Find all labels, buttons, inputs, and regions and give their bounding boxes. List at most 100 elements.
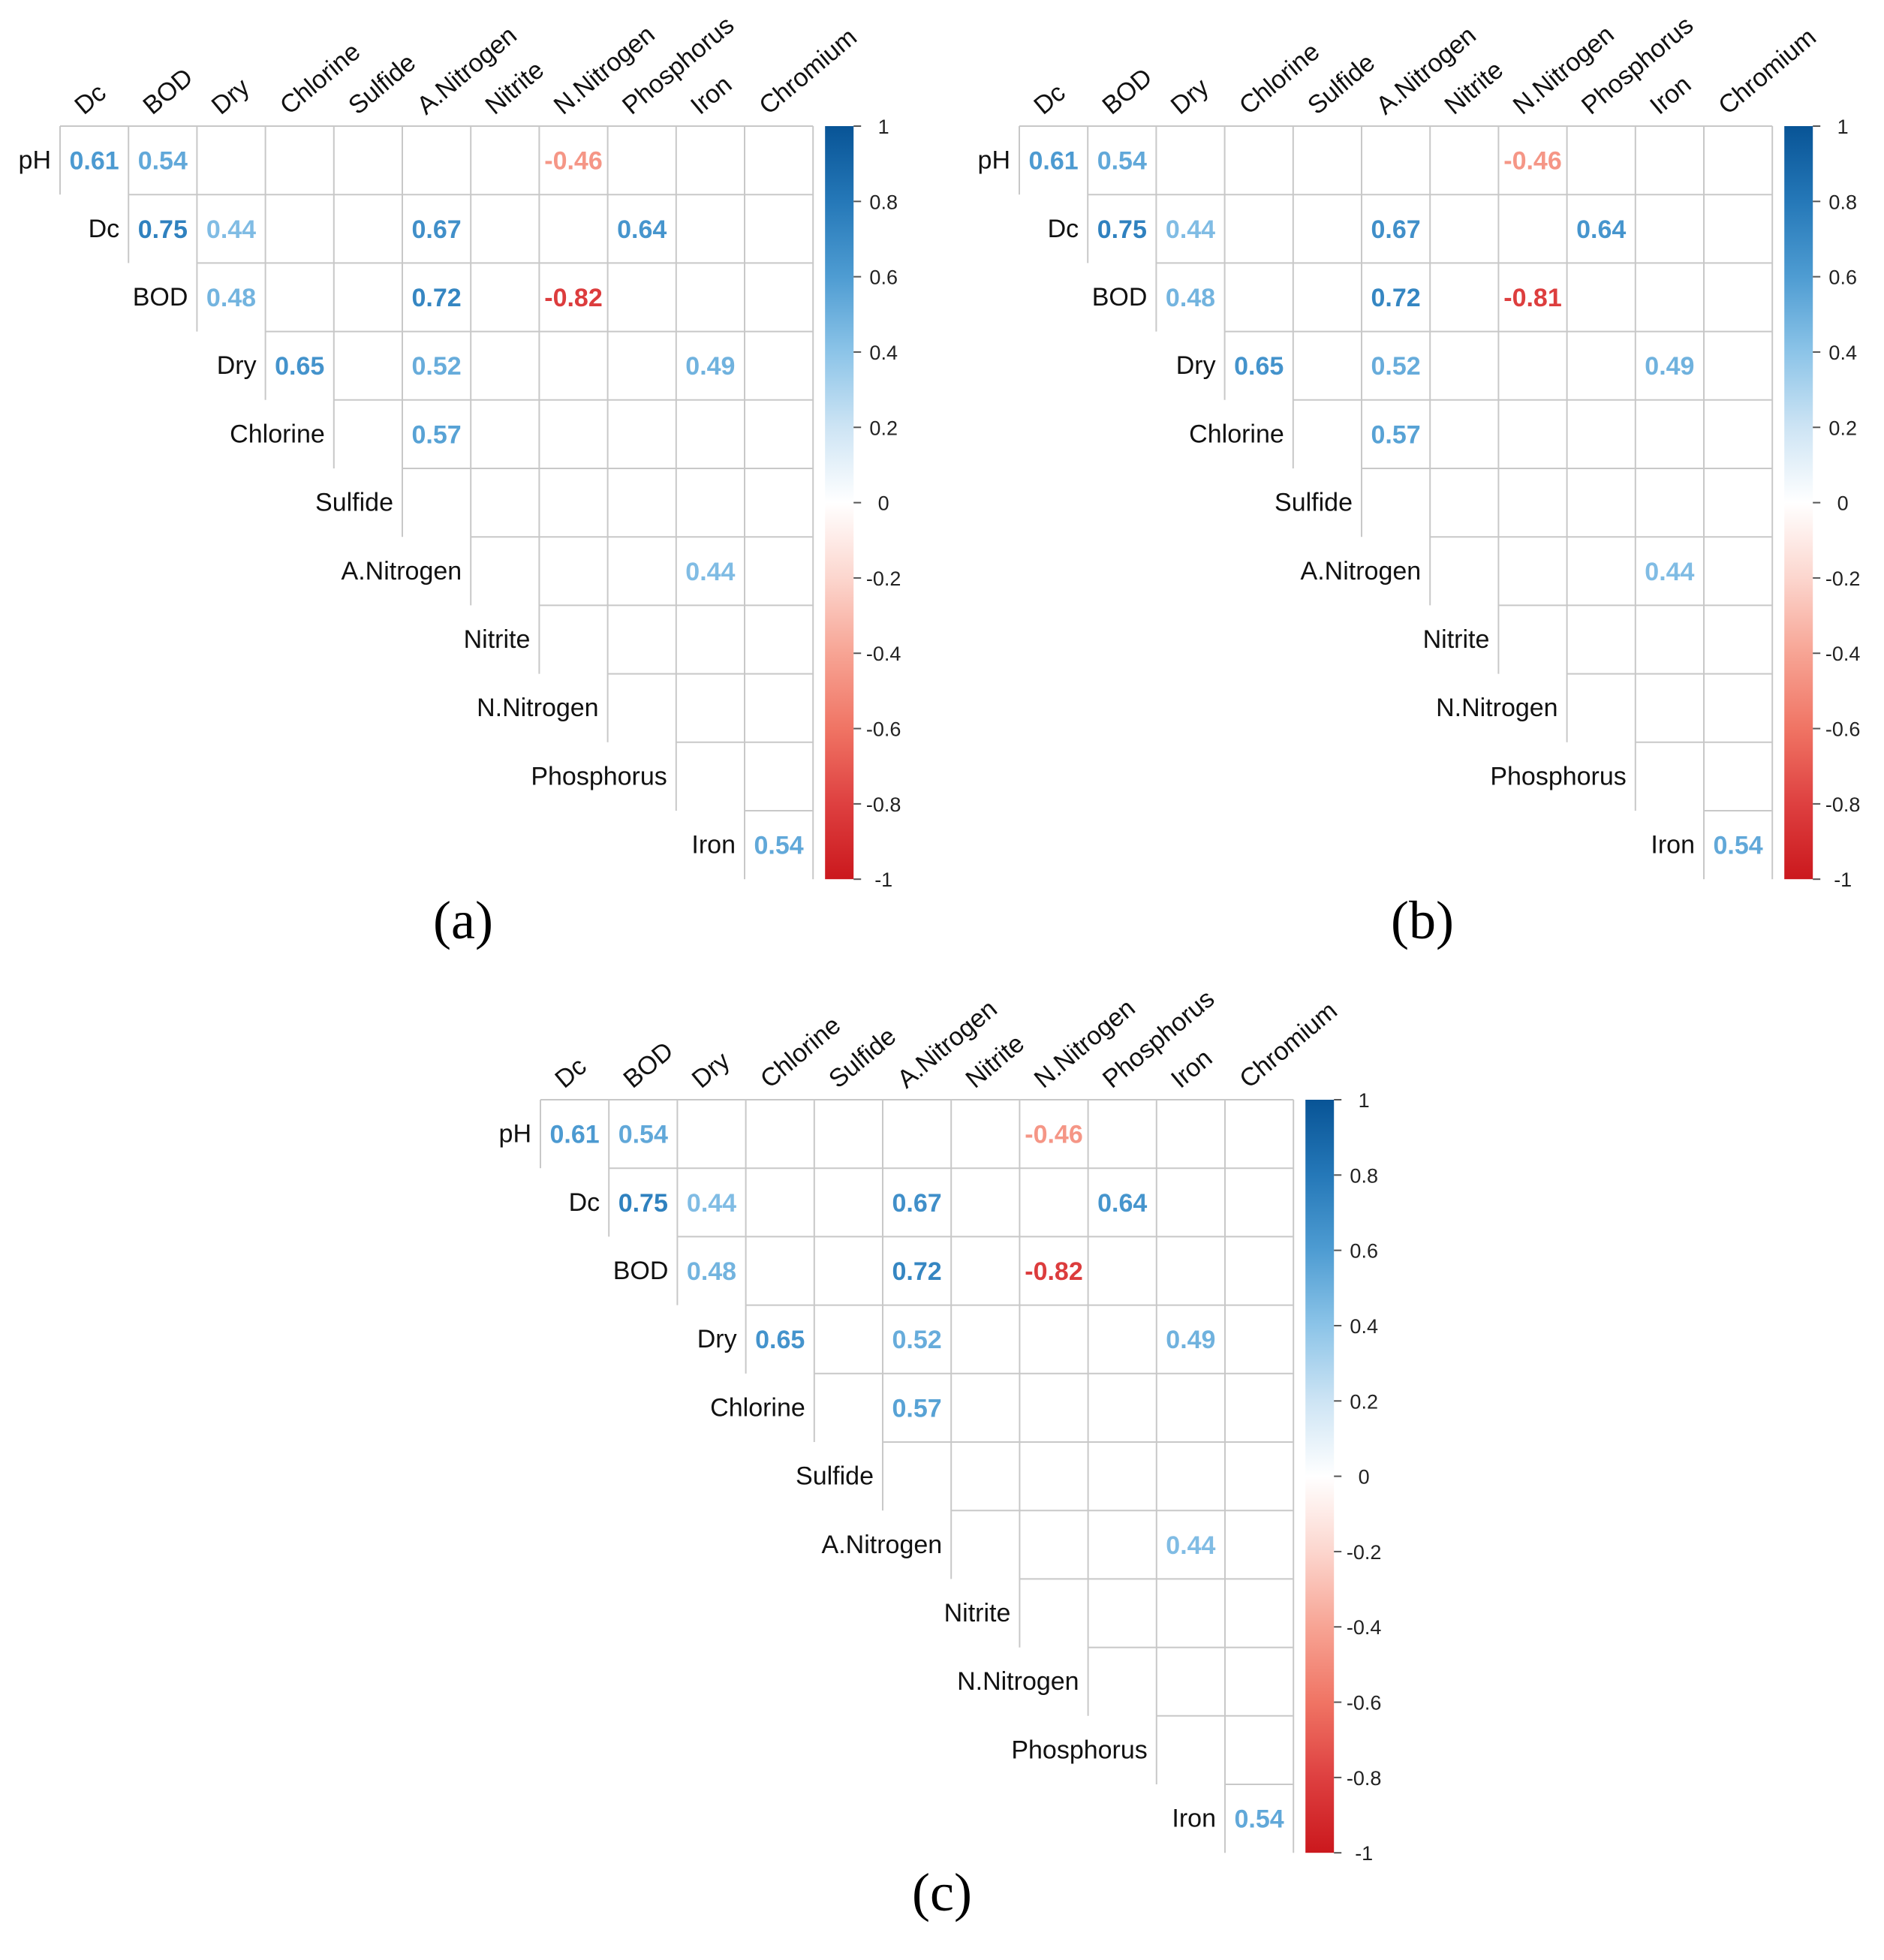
colorbar	[1305, 1100, 1335, 1853]
row-label: Iron	[691, 831, 736, 860]
row-label: BOD	[613, 1257, 669, 1285]
row-label: Phosphorus	[531, 762, 667, 790]
colorbar-tick-label: -1	[1355, 1842, 1373, 1865]
column-label: Dc	[69, 78, 111, 120]
colorbar-tick-label: -0.2	[1825, 568, 1861, 590]
column-label: Dry	[1166, 73, 1214, 120]
colorbar-tick-label: -0.6	[1825, 718, 1861, 741]
row-label: Dc	[89, 215, 120, 243]
row-label: Nitrite	[944, 1599, 1011, 1627]
colorbar-tick-label: 0.6	[869, 266, 898, 289]
colorbar-tick-label: 0.2	[1350, 1390, 1378, 1413]
correlation-value: 0.57	[1371, 420, 1421, 449]
row-label: pH	[19, 146, 51, 175]
correlation-value: 0.54	[618, 1121, 668, 1149]
column-label: Iron	[685, 70, 737, 120]
correlation-value: 0.64	[1576, 215, 1626, 244]
row-label: Phosphorus	[1011, 1736, 1147, 1764]
colorbar-tick-label: 1	[878, 116, 889, 138]
correlation-value: 0.54	[754, 832, 804, 860]
colorbar-tick-label: 1	[1359, 1089, 1370, 1112]
correlation-value: 0.57	[412, 420, 462, 449]
correlation-value: 0.49	[1645, 352, 1694, 381]
colorbar-tick-label: 0.4	[1828, 342, 1857, 364]
correlation-value: 0.61	[70, 147, 119, 176]
correlation-value: 0.48	[1166, 284, 1215, 312]
correlation-value: 0.44	[1645, 558, 1694, 586]
correlation-value: 0.54	[138, 147, 188, 176]
row-label: BOD	[133, 283, 188, 312]
row-label: Phosphorus	[1490, 762, 1626, 790]
row-label: N.Nitrogen	[957, 1667, 1079, 1696]
correlation-value: 0.64	[1097, 1189, 1147, 1218]
correlation-value: 0.65	[1234, 352, 1284, 381]
correlation-value: 0.49	[1166, 1326, 1215, 1354]
column-label: Chromium	[754, 23, 862, 120]
correlation-value: 0.75	[1097, 215, 1147, 244]
correlation-value: 0.61	[550, 1121, 600, 1149]
colorbar-tick-label: 0.8	[1350, 1164, 1378, 1187]
correlation-value: 0.65	[275, 352, 324, 381]
row-label: Sulfide	[796, 1462, 874, 1491]
row-label: A.Nitrogen	[822, 1531, 943, 1559]
correlation-value: 0.61	[1029, 147, 1079, 176]
correlation-value: 0.52	[1371, 352, 1421, 381]
row-label: A.Nitrogen	[342, 557, 462, 586]
correlation-value: 0.57	[892, 1394, 942, 1423]
colorbar-tick-label: -0.4	[1825, 643, 1861, 665]
correlation-value: 0.72	[892, 1257, 942, 1286]
column-label: Dc	[549, 1052, 591, 1094]
column-label: Dry	[206, 73, 255, 120]
row-label: Chlorine	[230, 420, 325, 448]
correlation-value: 0.54	[1714, 832, 1763, 860]
row-label: Sulfide	[1275, 489, 1353, 517]
colorbar-tick-label: 0.4	[869, 342, 898, 364]
colorbar-tick-label: -0.8	[866, 793, 901, 816]
correlation-value: -0.46	[1025, 1121, 1083, 1149]
correlation-value: 0.44	[687, 1189, 736, 1218]
correlation-value: -0.81	[1503, 284, 1562, 312]
row-label: Chlorine	[1189, 420, 1284, 448]
row-label: Dry	[1176, 351, 1216, 380]
correlation-value: 0.72	[1371, 284, 1421, 312]
colorbar-tick-label: -0.4	[1347, 1616, 1382, 1639]
panel-label: (b)	[1391, 890, 1454, 950]
column-label: BOD	[1097, 63, 1158, 120]
correlation-value: 0.54	[1097, 147, 1147, 176]
column-label: BOD	[138, 63, 199, 120]
correlation-value: 0.64	[617, 215, 667, 244]
row-label: pH	[978, 146, 1010, 175]
colorbar-tick-label: -0.2	[866, 568, 901, 590]
column-label: Chromium	[1234, 996, 1343, 1094]
row-label: Iron	[1172, 1805, 1216, 1833]
colorbar-tick-label: -0.6	[866, 718, 901, 741]
colorbar-tick-label: 1	[1837, 116, 1849, 138]
correlation-value: -0.46	[1503, 147, 1562, 176]
row-label: Dc	[569, 1188, 600, 1217]
correlation-value: 0.49	[685, 352, 735, 381]
colorbar-tick-label: 0	[1359, 1466, 1370, 1489]
row-label: N.Nitrogen	[477, 694, 599, 722]
colorbar-tick-label: -0.4	[866, 643, 901, 665]
row-label: Dry	[217, 351, 257, 380]
correlation-value: 0.67	[1371, 215, 1421, 244]
correlation-panel-b: pHDcBODDryChlorineSulfideA.NitrogenNitri…	[978, 11, 1861, 950]
colorbar-tick-label: 0.8	[869, 191, 898, 213]
colorbar-tick-label: 0	[878, 492, 889, 515]
correlation-value: -0.46	[544, 147, 603, 176]
column-label: Dry	[687, 1046, 736, 1094]
correlation-value: 0.54	[1235, 1805, 1284, 1834]
colorbar-tick-label: -0.8	[1825, 793, 1861, 816]
colorbar-tick-label: -0.6	[1347, 1692, 1382, 1715]
row-label: BOD	[1092, 283, 1148, 312]
correlation-value: 0.67	[892, 1189, 942, 1218]
correlation-value: 0.52	[892, 1326, 942, 1354]
correlation-value: 0.67	[412, 215, 462, 244]
column-label: Iron	[1166, 1043, 1217, 1094]
correlation-value: 0.44	[1166, 1531, 1215, 1560]
correlation-value: 0.72	[412, 284, 462, 312]
row-label: Dc	[1048, 215, 1079, 243]
row-label: A.Nitrogen	[1301, 557, 1422, 586]
panel-label: (c)	[912, 1862, 972, 1922]
